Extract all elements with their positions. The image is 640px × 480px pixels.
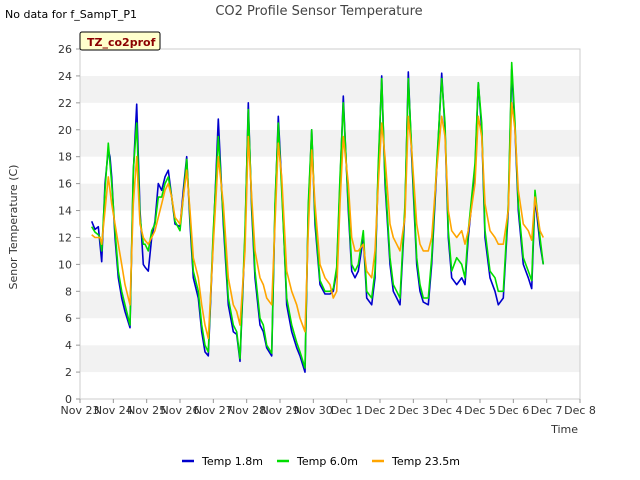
legend: Temp 1.8m Temp 6.0m Temp 23.5m [182, 455, 460, 468]
x-tick-label: Nov 26 [161, 404, 200, 417]
chart-title: CO2 Profile Sensor Temperature [215, 4, 422, 19]
grid-band [80, 49, 580, 76]
site-badge-label: TZ_co2prof [87, 36, 156, 49]
y-axis-label: Senor Temperature (C) [7, 165, 20, 290]
series-line-temp-23-5m [91, 102, 545, 340]
y-tick-label: 16 [58, 178, 72, 191]
x-tick-label: Dec 4 [431, 404, 463, 417]
x-tick-label: Dec 6 [497, 404, 529, 417]
grid-band [80, 372, 580, 399]
x-tick-label: Nov 27 [194, 404, 233, 417]
x-tick-label: Dec 1 [331, 404, 363, 417]
plot-frame [79, 48, 581, 400]
x-tick-label: Nov 29 [261, 404, 300, 417]
y-tick-label: 6 [65, 312, 72, 325]
no-data-message: No data for f_SampT_P1 [5, 8, 137, 21]
grid-band [80, 210, 580, 238]
y-tick-label: 0 [65, 393, 72, 406]
y-tick-label: 14 [58, 205, 72, 218]
y-tick-label: 26 [58, 43, 72, 56]
legend-label: Temp 1.8m [201, 455, 263, 468]
grid-band [80, 291, 580, 319]
site-badge: TZ_co2prof [79, 31, 161, 51]
x-tick-label: Dec 3 [397, 404, 429, 417]
x-tick-label: Dec 5 [464, 404, 496, 417]
y-tick-label: 18 [58, 151, 72, 164]
x-tick-label: Dec 7 [531, 404, 563, 417]
x-tick-label: Nov 24 [94, 404, 133, 417]
y-tick-label: 8 [65, 285, 72, 298]
y-tick-label: 4 [65, 339, 72, 352]
y-tick-label: 20 [58, 124, 72, 137]
grid-band [80, 102, 580, 130]
grid-band [80, 75, 580, 103]
y-tick-label: 10 [58, 258, 72, 271]
x-tick-label: Nov 25 [127, 404, 166, 417]
y-tick-label: 22 [58, 97, 72, 110]
y-tick-label: 2 [65, 366, 72, 379]
x-axis-label: Time [550, 423, 578, 436]
grid-band [80, 345, 580, 373]
x-tick-label: Nov 23 [61, 404, 100, 417]
y-tick-label: 24 [58, 70, 72, 83]
x-tick-label: Dec 2 [364, 404, 396, 417]
x-tick-label: Dec 8 [564, 404, 596, 417]
y-tick-label: 12 [58, 231, 72, 244]
x-tick-label: Nov 30 [294, 404, 333, 417]
grid-band [80, 183, 580, 211]
grid-band [80, 129, 580, 157]
legend-label: Temp 23.5m [391, 455, 460, 468]
series-lines [90, 61, 545, 373]
grid-band [80, 156, 580, 184]
legend-label: Temp 6.0m [296, 455, 358, 468]
grid-band [80, 318, 580, 346]
x-tick-label: Nov 28 [227, 404, 266, 417]
